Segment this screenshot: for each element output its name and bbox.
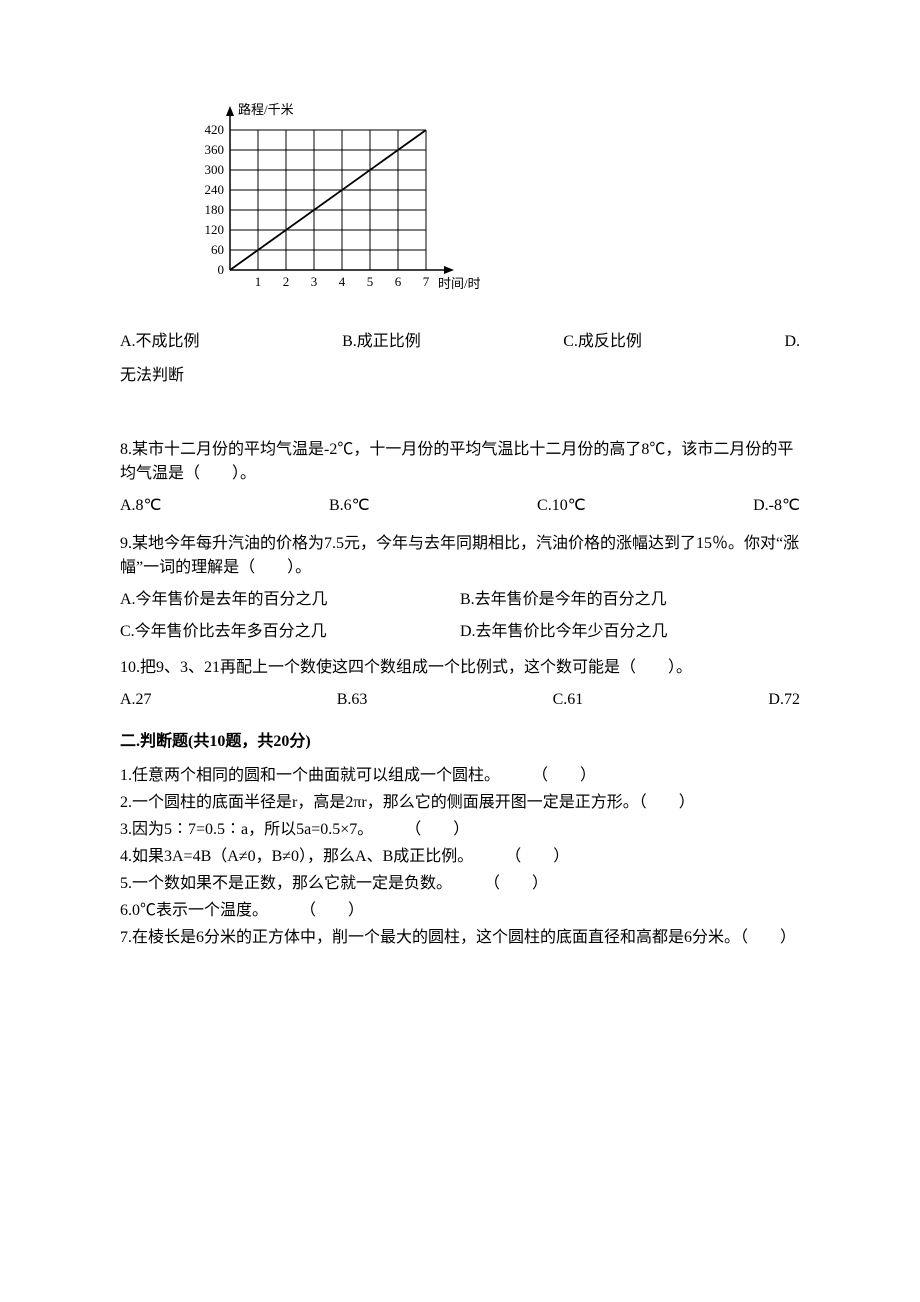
- svg-text:4: 4: [339, 274, 346, 289]
- q8-options: A.8℃ B.6℃ C.10℃ D.-8℃: [120, 494, 800, 518]
- q9-opt-d: D.去年售价比今年少百分之几: [460, 620, 800, 644]
- judge-item-7: 7.在棱长是6分米的正方体中，削一个最大的圆柱，这个圆柱的底面直径和高都是6分米…: [120, 926, 800, 950]
- svg-text:60: 60: [211, 242, 224, 257]
- svg-text:1: 1: [255, 274, 262, 289]
- q10-opt-a: A.27: [120, 688, 152, 712]
- q9-stem: 9.某地今年每升汽油的价格为7.5元，今年与去年同期相比，汽油价格的涨幅达到了1…: [120, 532, 800, 580]
- q9-opt-a: A.今年售价是去年的百分之几: [120, 588, 460, 612]
- q10-options: A.27 B.63 C.61 D.72: [120, 688, 800, 712]
- q9-opt-b: B.去年售价是今年的百分之几: [460, 588, 800, 612]
- svg-text:5: 5: [367, 274, 374, 289]
- svg-text:360: 360: [205, 142, 225, 157]
- q7-options: A.不成比例 B.成正比例 C.成反比例 D.: [120, 330, 800, 354]
- q7-opt-d-continue: 无法判断: [120, 364, 800, 388]
- judge-item-4: 4.如果3A=4B（A≠0，B≠0），那么A、B成正比例。 （ ）: [120, 845, 800, 869]
- q10-stem: 10.把9、3、21再配上一个数使这四个数组成一个比例式，这个数可能是（ ）。: [120, 656, 800, 680]
- q10-opt-b: B.63: [337, 688, 368, 712]
- svg-text:120: 120: [205, 222, 225, 237]
- q10-opt-c: C.61: [553, 688, 584, 712]
- judge-item-1: 1.任意两个相同的圆和一个曲面就可以组成一个圆柱。 （ ）: [120, 764, 800, 788]
- svg-text:7: 7: [423, 274, 430, 289]
- q9-options-row1: A.今年售价是去年的百分之几 B.去年售价是今年的百分之几: [120, 588, 800, 612]
- q8-opt-a: A.8℃: [120, 494, 162, 518]
- judge-item-5: 5.一个数如果不是正数，那么它就一定是负数。 （ ）: [120, 872, 800, 896]
- svg-text:180: 180: [205, 202, 225, 217]
- chart-container: 路程/千米: [160, 100, 800, 300]
- q8-opt-b: B.6℃: [329, 494, 370, 518]
- q7-opt-d: D.: [784, 330, 800, 354]
- distance-time-chart: 路程/千米: [160, 100, 480, 300]
- q7-opt-c: C.成反比例: [563, 330, 642, 354]
- q8-opt-c: C.10℃: [537, 494, 586, 518]
- svg-text:300: 300: [205, 162, 225, 177]
- svg-text:路程/千米: 路程/千米: [238, 102, 294, 117]
- q7-opt-b: B.成正比例: [342, 330, 421, 354]
- svg-text:420: 420: [205, 122, 225, 137]
- svg-text:3: 3: [311, 274, 318, 289]
- section2-title: 二.判断题(共10题，共20分): [120, 730, 800, 754]
- q10-opt-d: D.72: [768, 688, 800, 712]
- q8-opt-d: D.-8℃: [753, 494, 800, 518]
- svg-text:6: 6: [395, 274, 402, 289]
- svg-text:0: 0: [218, 262, 225, 277]
- judge-item-2: 2.一个圆柱的底面半径是r，高是2πr，那么它的侧面展开图一定是正方形。（ ）: [120, 791, 800, 815]
- q7-opt-a: A.不成比例: [120, 330, 200, 354]
- svg-text:时间/时: 时间/时: [438, 276, 480, 291]
- svg-text:240: 240: [205, 182, 225, 197]
- page: 路程/千米: [0, 0, 920, 1302]
- q8-stem: 8.某市十二月份的平均气温是-2℃，十一月份的平均气温比十二月份的高了8℃，该市…: [120, 438, 800, 486]
- q9-opt-c: C.今年售价比去年多百分之几: [120, 620, 460, 644]
- q9-options-row2: C.今年售价比去年多百分之几 D.去年售价比今年少百分之几: [120, 620, 800, 644]
- judge-item-3: 3.因为5∶7=0.5∶a，所以5a=0.5×7。 （ ）: [120, 818, 800, 842]
- svg-text:2: 2: [283, 274, 290, 289]
- judge-item-6: 6.0℃表示一个温度。 （ ）: [120, 899, 800, 923]
